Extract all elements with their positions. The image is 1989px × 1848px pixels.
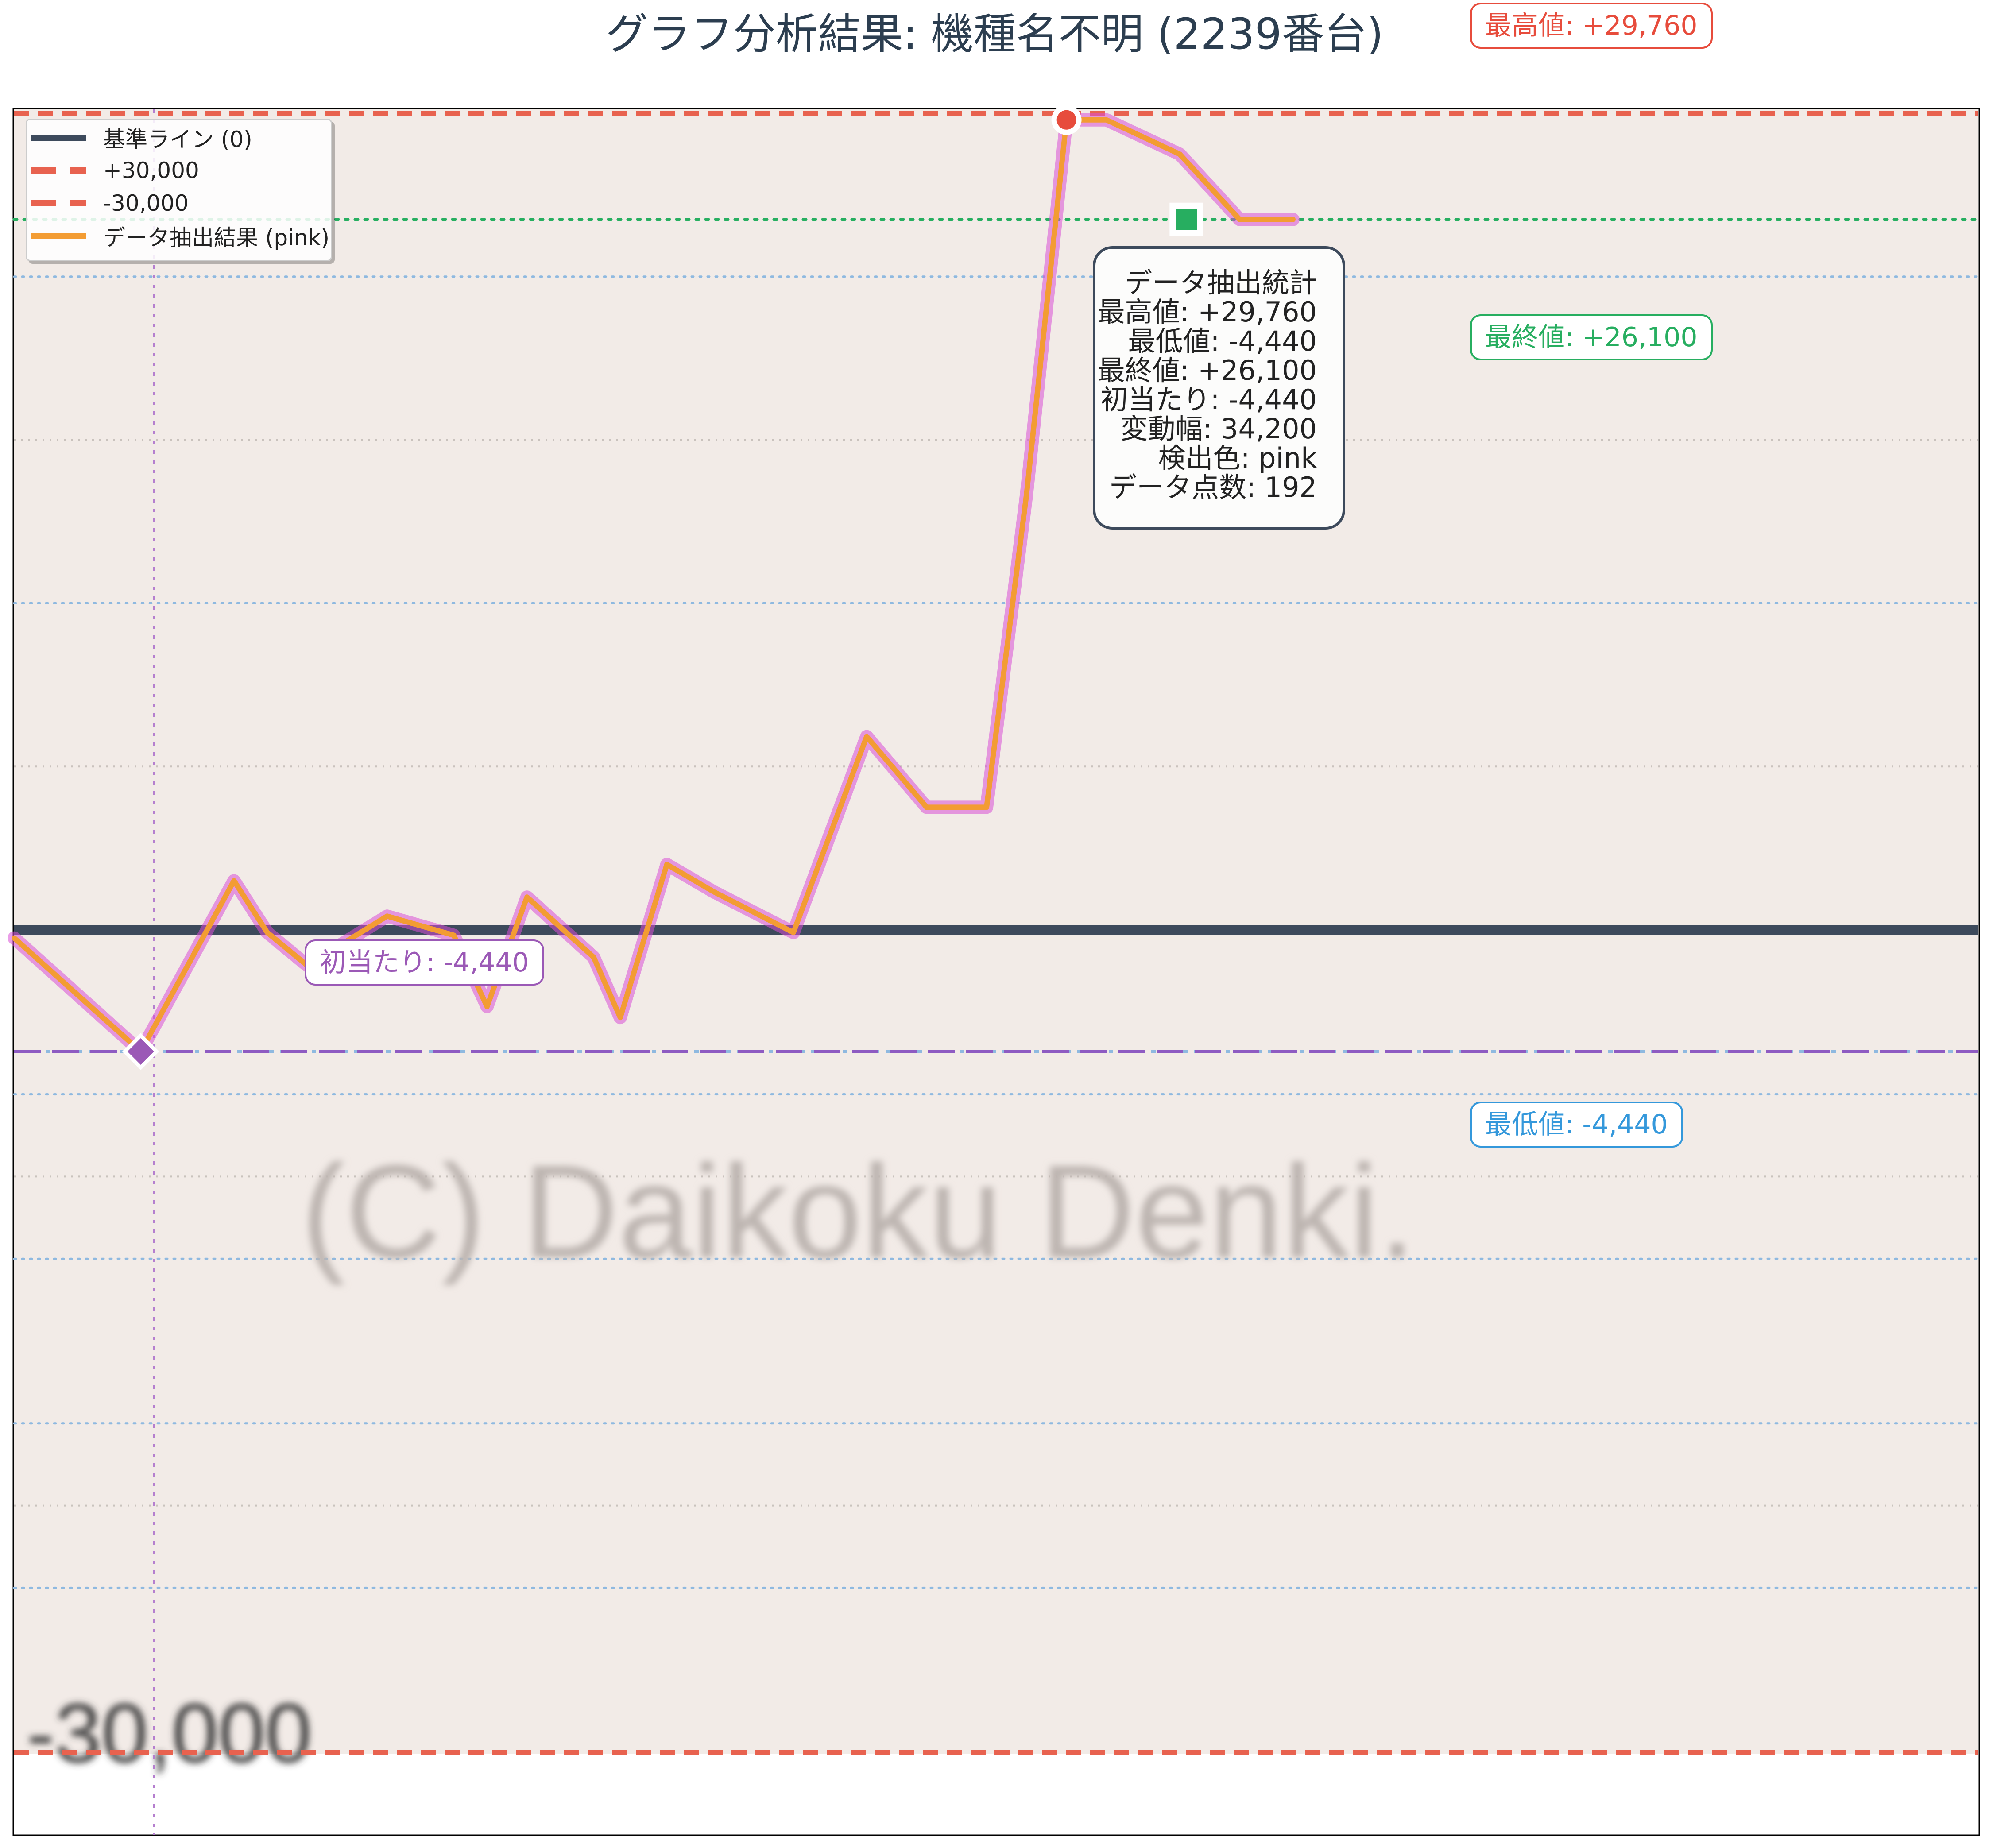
legend-label: +30,000 xyxy=(103,158,199,183)
legend-item-series: データ抽出結果 (pink) xyxy=(31,220,329,252)
max-value-marker xyxy=(1056,110,1076,130)
legend-swatch-plus-limit xyxy=(31,167,86,174)
stats-line: 最終値: +26,100 xyxy=(1097,354,1317,387)
max-value-badge: 最高値: +29,760 xyxy=(1470,3,1713,49)
legend-label: -30,000 xyxy=(103,190,189,216)
legend-label: 基準ライン (0) xyxy=(103,127,252,152)
legend-swatch-minus-limit xyxy=(31,200,86,206)
final-value-marker xyxy=(1176,209,1197,230)
legend-label: データ抽出結果 (pink) xyxy=(103,225,330,251)
stats-line: データ点数: 192 xyxy=(1109,471,1317,503)
gridlines xyxy=(13,275,1980,1589)
final-value-badge: 最終値: +26,100 xyxy=(1470,314,1713,360)
legend-item-plus-30000: +30,000 xyxy=(31,155,199,186)
page-title: グラフ分析結果: 機種名不明 (2239番台) xyxy=(605,9,1384,59)
legend: 基準ライン (0) +30,000 -30,000 データ抽出結果 (pink) xyxy=(26,119,332,261)
stats-line: 最高値: +29,760 xyxy=(1097,296,1317,328)
series-line xyxy=(12,117,1296,1054)
stats-line: 検出色: pink xyxy=(1158,442,1317,474)
first-hit-marker xyxy=(127,1038,154,1065)
stats-line: 変動幅: 34,200 xyxy=(1120,413,1317,445)
watermark: (C) Daikoku Denki. xyxy=(301,1137,1416,1287)
stats-line: 初当たり: -4,440 xyxy=(1100,383,1317,416)
legend-item-baseline: 基準ライン (0) xyxy=(31,122,252,154)
stats-box: データ抽出統計 最高値: +29,760 最低値: -4,440 最終値: +2… xyxy=(1093,246,1345,530)
legend-swatch-series xyxy=(31,233,86,239)
min-value-badge: 最低値: -4,440 xyxy=(1470,1102,1683,1148)
legend-swatch-baseline xyxy=(31,135,86,141)
stats-line: 最低値: -4,440 xyxy=(1128,325,1317,357)
source-axis-label: -30,000 xyxy=(27,1686,312,1780)
first-hit-badge: 初当たり: -4,440 xyxy=(305,939,544,986)
stats-heading: データ抽出統計 xyxy=(1124,267,1317,299)
legend-item-minus-30000: -30,000 xyxy=(31,187,189,219)
